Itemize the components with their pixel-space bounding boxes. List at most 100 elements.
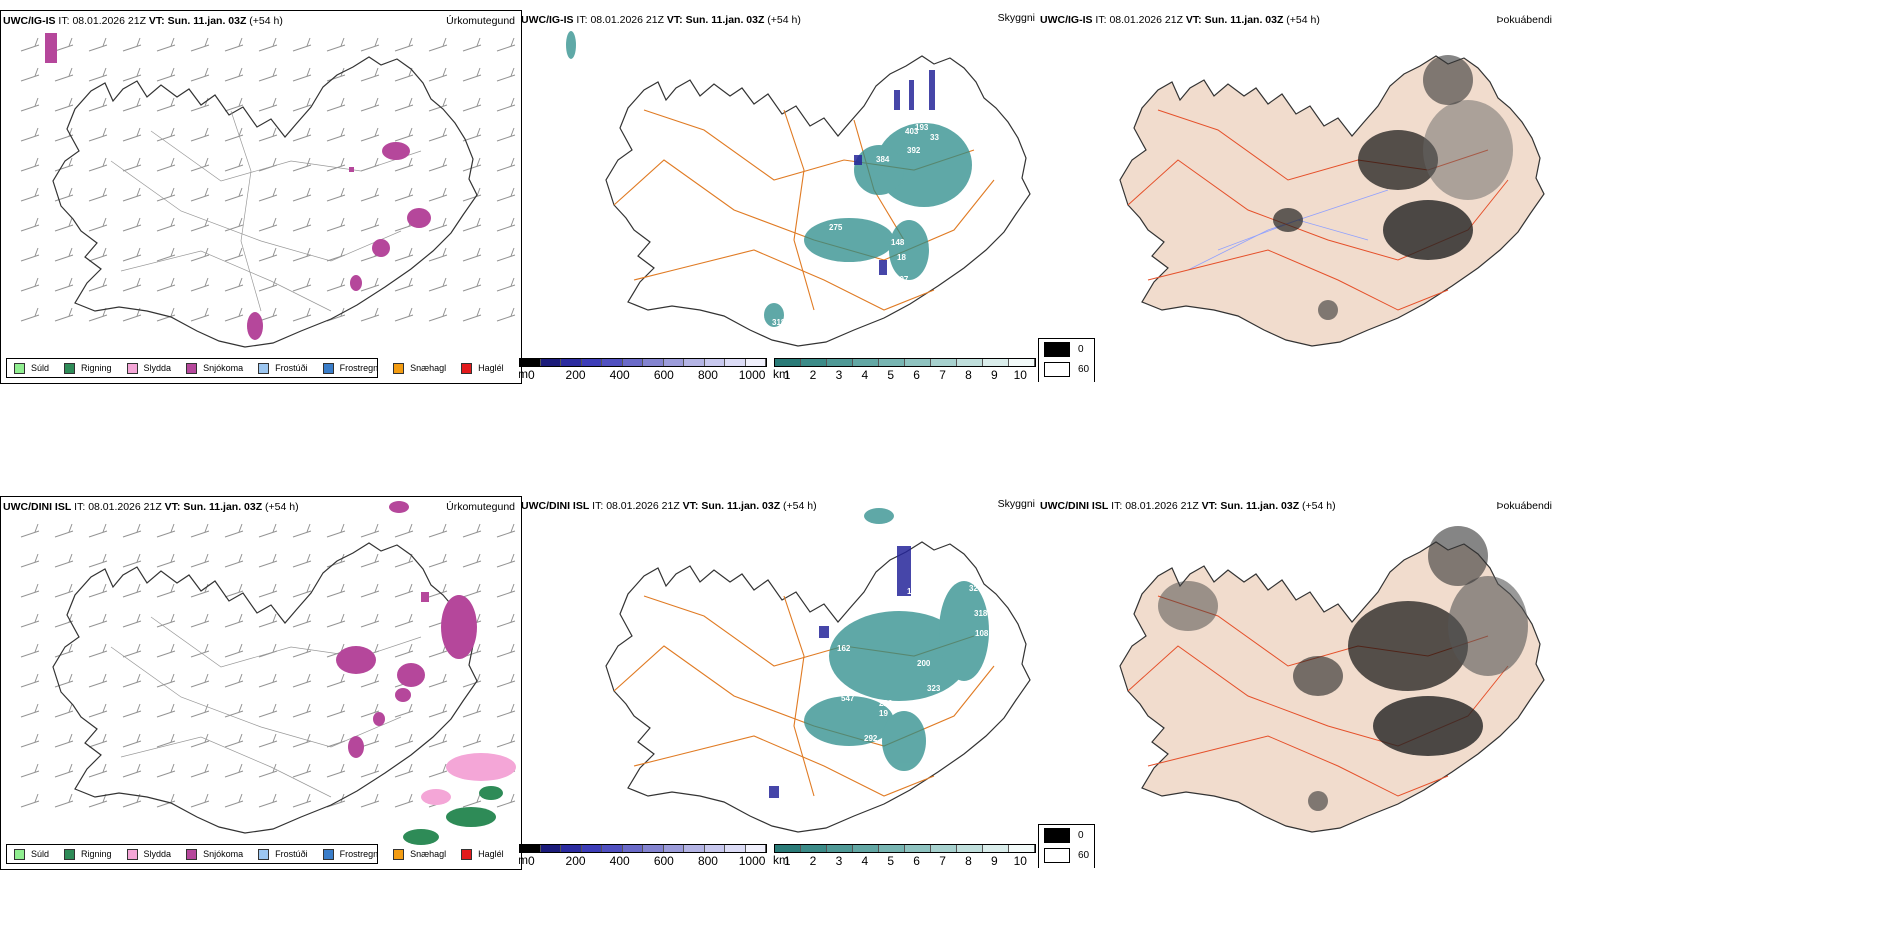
colorbar-tick: 3 — [835, 854, 843, 868]
visibility-value: 384 — [876, 155, 890, 164]
colorbar-tick: 1000 — [738, 854, 766, 868]
legend-swatch — [322, 848, 334, 860]
rain-areas — [403, 786, 503, 845]
fog-map — [1119, 526, 1545, 833]
colorbar-tick: 10 — [1013, 854, 1027, 868]
colorbar-tick: 0 — [528, 368, 535, 382]
visibility-panel-top: UWC/IG-IS IT: 08.01.2026 21Z VT: Sun. 11… — [519, 10, 1039, 382]
product-title: Skyggni — [997, 498, 1035, 510]
legend-swatch — [393, 848, 405, 860]
legend-label: Haglél — [478, 849, 504, 859]
colorbar-tick: 600 — [653, 854, 674, 868]
panel-title: UWC/IG-IS IT: 08.01.2026 21Z VT: Sun. 11… — [3, 15, 283, 27]
precip-map — [20, 33, 516, 348]
legend-item: Súld — [14, 848, 50, 860]
visibility-value: 318 — [772, 318, 786, 327]
visibility-value: 193 — [915, 123, 929, 132]
visibility-value: 226 — [879, 699, 893, 708]
legend-label: Snjókoma — [203, 363, 244, 373]
colorbar-tick: 800 — [697, 368, 718, 382]
legend-swatch — [461, 362, 473, 374]
legend-label: Frostregn — [339, 363, 379, 373]
fog-panel-top: UWC/IG-IS IT: 08.01.2026 21Z VT: Sun. 11… — [1038, 10, 1558, 382]
colorbar-tick: 200 — [565, 854, 586, 868]
legend-label: Súld — [31, 849, 50, 859]
fog-legend: 0 60 — [1038, 824, 1095, 868]
legend-swatch — [322, 362, 334, 374]
legend-swatch — [258, 848, 270, 860]
legend-item: Súld — [14, 362, 50, 374]
wind-barbs — [20, 37, 516, 322]
legend-swatch — [14, 848, 25, 860]
colorbar-tick: 8 — [965, 854, 972, 868]
roads — [110, 110, 422, 312]
legend-swatch — [186, 848, 198, 860]
visibility-value: 547 — [841, 694, 855, 703]
precip-panel-bottom: UWC/DINI ISL IT: 08.01.2026 21Z VT: Sun.… — [0, 496, 522, 870]
legend-item: Snæhagl — [393, 848, 446, 860]
legend-label: Slydda — [143, 849, 172, 859]
visibility-colorbar: 1 2 3 4 5 6 7 8 9 10 km — [773, 844, 1036, 868]
legend-swatch — [126, 362, 138, 374]
visibility-value: 108 — [975, 629, 989, 638]
visibility-value: 275 — [829, 223, 843, 232]
colorbar-tick: 4 — [861, 854, 869, 868]
height-colorbar: 0 200 400 600 800 1000 m — [519, 844, 767, 868]
visibility-value: 18 — [897, 253, 906, 262]
legend-label: Rigning — [81, 363, 112, 373]
colorbar-tick: 1000 — [738, 368, 766, 382]
height-colorbar: 0 200 400 600 800 1000 m — [519, 358, 767, 382]
visibility-value: 103 — [907, 587, 921, 596]
legend-item: Snæhagl — [393, 362, 447, 374]
colorbar-tick: 7 — [939, 854, 946, 868]
colorbar-tick: 5 — [887, 854, 895, 868]
legend-label: Frostúði — [275, 849, 308, 859]
fog-legend: 0 60 — [1038, 338, 1095, 382]
colorbar-tick: 200 — [565, 368, 586, 382]
cloud-base-areas — [854, 70, 935, 275]
colorbar-tick: 600 — [653, 368, 674, 382]
precip-map — [20, 501, 516, 845]
colorbar-tick: 6 — [913, 854, 920, 868]
visibility-value: 403 — [905, 127, 919, 136]
visibility-value: 162 — [837, 644, 851, 653]
legend-label: Slydda — [143, 363, 172, 373]
panel-title: UWC/DINI ISL IT: 08.01.2026 21Z VT: Sun.… — [521, 500, 817, 512]
fog-index-areas — [1158, 526, 1528, 811]
legend-label: Rigning — [81, 849, 112, 859]
colorbar-tick: 6 — [913, 368, 920, 382]
colorbar-tick: 400 — [609, 854, 630, 868]
wind-barbs — [20, 523, 516, 808]
visibility-value: 19 — [879, 709, 888, 718]
legend-swatch — [64, 848, 76, 860]
legend-swatch — [186, 362, 198, 374]
legend-item: Frostregn — [322, 362, 379, 374]
visibility-value: 183 — [873, 577, 887, 586]
visibility-value: 318 — [974, 609, 988, 618]
visibility-value: 148 — [891, 238, 905, 247]
low-visibility-areas — [566, 31, 972, 327]
legend-item: Snjókoma — [186, 848, 243, 860]
legend-item: Frostúði — [258, 362, 308, 374]
visibility-value: 292 — [864, 734, 878, 743]
visibility-value: 33 — [930, 133, 939, 142]
product-title: Skyggni — [997, 12, 1035, 24]
legend-item: Haglél — [461, 362, 504, 374]
colorbar-tick: 1 — [783, 854, 791, 868]
visibility-value: 12 — [917, 216, 926, 225]
visibility-value: 207 — [895, 275, 909, 284]
visibility-value: 323 — [927, 684, 941, 693]
legend-label: Súld — [31, 363, 50, 373]
fog-index-areas — [1273, 55, 1513, 320]
colorbar-tick: 0 — [528, 854, 535, 868]
legend-swatch — [14, 362, 25, 374]
legend-item: Haglél — [461, 848, 504, 860]
fog-panel-bottom: UWC/DINI ISL IT: 08.01.2026 21Z VT: Sun.… — [1038, 496, 1558, 868]
legend-item: Frostregn — [322, 848, 378, 860]
visibility-value: 97 — [917, 567, 926, 576]
roads — [110, 616, 422, 798]
legend-swatch — [461, 848, 473, 860]
legend-label: Snæhagl — [410, 363, 447, 373]
panel-title: UWC/DINI ISL IT: 08.01.2026 21Z VT: Sun.… — [3, 501, 299, 513]
